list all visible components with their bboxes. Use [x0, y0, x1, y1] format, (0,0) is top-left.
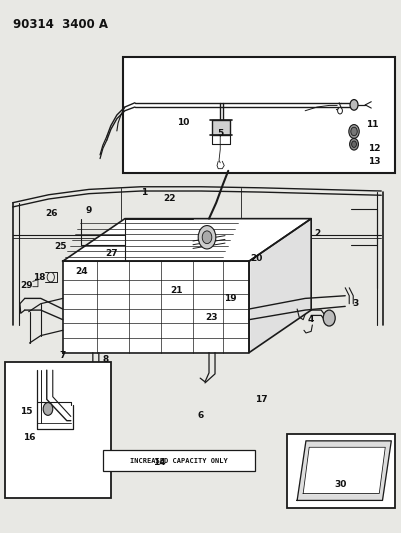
Polygon shape	[63, 261, 249, 353]
Text: 23: 23	[205, 312, 217, 321]
Text: 3: 3	[352, 299, 358, 308]
Text: 1: 1	[140, 188, 146, 197]
Text: 19: 19	[224, 294, 236, 303]
Text: 8: 8	[103, 355, 109, 364]
Text: 9: 9	[85, 206, 92, 215]
Polygon shape	[296, 441, 390, 500]
Text: INCREASED CAPACITY ONLY: INCREASED CAPACITY ONLY	[130, 457, 227, 464]
Text: 17: 17	[255, 395, 267, 404]
Text: 30: 30	[333, 480, 346, 489]
Text: 11: 11	[365, 119, 378, 128]
Text: 15: 15	[20, 407, 32, 416]
Circle shape	[43, 402, 53, 415]
Circle shape	[349, 100, 357, 110]
Bar	[123, 56, 394, 173]
Text: 90314  3400 A: 90314 3400 A	[13, 18, 107, 31]
Text: 14: 14	[153, 458, 166, 466]
Circle shape	[350, 127, 356, 136]
Text: 7: 7	[59, 351, 65, 360]
Text: 10: 10	[176, 118, 188, 127]
Text: 25: 25	[54, 242, 67, 251]
Circle shape	[47, 272, 54, 282]
Text: 13: 13	[368, 157, 380, 166]
Circle shape	[322, 310, 334, 326]
Text: 12: 12	[368, 144, 380, 153]
Bar	[103, 450, 255, 471]
Text: 29: 29	[20, 280, 32, 289]
Text: 22: 22	[163, 194, 176, 203]
Text: 4: 4	[306, 315, 313, 324]
Circle shape	[348, 125, 358, 139]
Text: 20: 20	[249, 254, 261, 263]
Circle shape	[198, 225, 215, 249]
Text: 6: 6	[197, 411, 204, 420]
Bar	[212, 120, 230, 135]
Circle shape	[351, 141, 356, 148]
Text: 18: 18	[33, 273, 45, 281]
Bar	[9, 173, 394, 429]
Bar	[5, 362, 111, 498]
Text: 26: 26	[45, 209, 57, 218]
Text: 24: 24	[75, 268, 88, 276]
Text: 27: 27	[105, 249, 118, 258]
Circle shape	[349, 139, 358, 150]
Polygon shape	[63, 219, 310, 261]
Polygon shape	[302, 447, 384, 494]
Text: 21: 21	[170, 286, 182, 295]
Text: 2: 2	[313, 229, 320, 238]
Bar	[286, 434, 394, 508]
Text: 5: 5	[217, 129, 223, 138]
Polygon shape	[249, 219, 310, 353]
Circle shape	[337, 108, 342, 114]
Text: 16: 16	[23, 433, 35, 442]
Circle shape	[202, 231, 211, 244]
